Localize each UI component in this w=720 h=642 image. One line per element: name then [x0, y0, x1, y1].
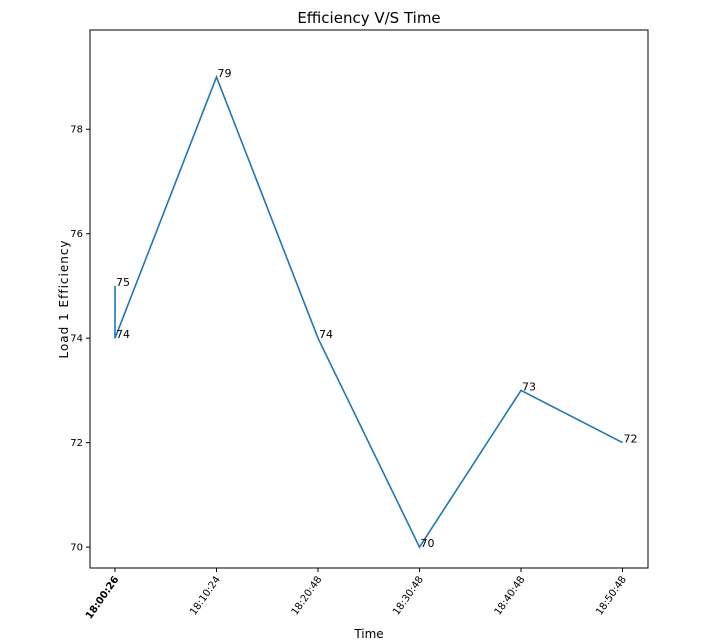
- data-label: 74: [116, 328, 130, 341]
- x-axis-label: Time: [353, 627, 383, 641]
- data-label: 73: [522, 380, 536, 393]
- y-tick-label: 74: [70, 334, 83, 345]
- data-labels: 75 74 79 74 70 73 72: [116, 67, 638, 550]
- x-tick-label: 18:20:48: [290, 574, 325, 617]
- y-axis-label: Load 1 Efficiency: [57, 239, 71, 358]
- y-tick-label: 72: [70, 438, 83, 449]
- x-tick-label: 18:10:24: [188, 574, 223, 617]
- chart-title: Efficiency V/S Time: [297, 9, 440, 27]
- x-tick-label: 18:40:48: [493, 574, 528, 617]
- x-axis: 18:00:26 18:10:24 18:20:48 18:30:48 18:40:48…: [84, 568, 629, 621]
- y-tick-label: 78: [70, 125, 83, 136]
- y-axis: 70 72 74 76 78: [70, 125, 90, 554]
- data-label: 79: [218, 67, 232, 80]
- y-tick-label: 76: [70, 229, 83, 240]
- series-line: [114, 74, 623, 549]
- data-label: 75: [116, 276, 130, 289]
- data-label: 74: [319, 328, 333, 341]
- plot-frame: [89, 29, 649, 569]
- data-label: 72: [624, 433, 638, 446]
- x-tick-label: 18:00:26: [84, 574, 122, 621]
- x-tick-label: 18:30:48: [391, 574, 426, 617]
- data-label: 70: [421, 537, 435, 550]
- x-tick-label: 18:50:48: [594, 574, 629, 617]
- y-tick-label: 70: [70, 543, 83, 554]
